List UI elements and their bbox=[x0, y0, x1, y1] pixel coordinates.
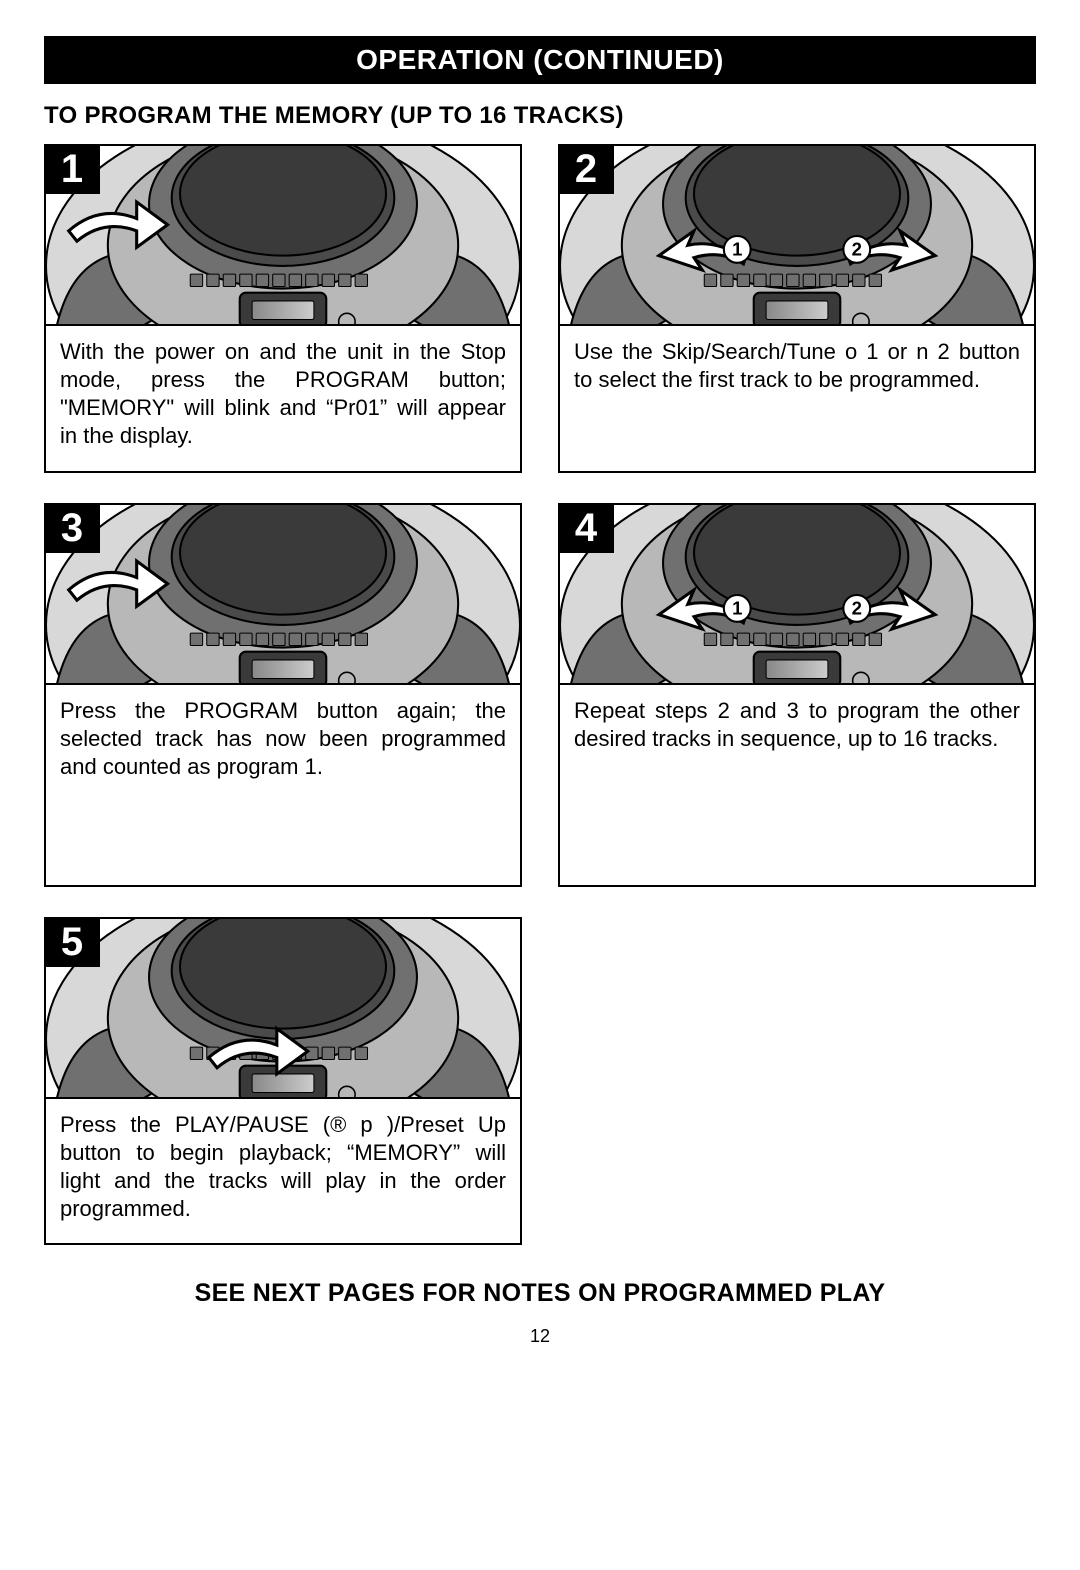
footer-note: SEE NEXT PAGES FOR NOTES ON PROGRAMMED P… bbox=[44, 1279, 1036, 1308]
step-illustration: 1 2 bbox=[560, 505, 1034, 685]
step-1: 1 bbox=[44, 144, 522, 473]
step-number-badge: 2 bbox=[558, 144, 614, 194]
step-illustration: 1 2 bbox=[560, 146, 1034, 326]
step-illustration bbox=[46, 505, 520, 685]
step-caption: With the power on and the unit in the St… bbox=[46, 326, 520, 471]
step-number-badge: 1 bbox=[44, 144, 100, 194]
svg-text:2: 2 bbox=[852, 239, 862, 260]
step-3: 3 bbox=[44, 503, 522, 887]
step-illustration bbox=[46, 146, 520, 326]
step-2: 2 bbox=[558, 144, 1036, 473]
step-caption: Press the PROGRAM button again; the sele… bbox=[46, 685, 520, 885]
svg-text:2: 2 bbox=[852, 597, 862, 618]
step-number-badge: 5 bbox=[44, 917, 100, 967]
step-4: 4 bbox=[558, 503, 1036, 887]
step-caption: Press the PLAY/PAUSE (® p )/Preset Up bu… bbox=[46, 1099, 520, 1244]
svg-text:1: 1 bbox=[732, 597, 742, 618]
page-header: OPERATION (CONTINUED) bbox=[44, 36, 1036, 84]
step-illustration bbox=[46, 919, 520, 1099]
section-title: TO PROGRAM THE MEMORY (UP TO 16 TRACKS) bbox=[44, 102, 1036, 130]
step-5: 5 bbox=[44, 917, 522, 1246]
step-caption: Use the Skip/Search/Tune o 1 or n 2 butt… bbox=[560, 326, 1034, 456]
steps-grid: 1 bbox=[44, 144, 1036, 1245]
svg-text:1: 1 bbox=[732, 239, 742, 260]
step-caption: Repeat steps 2 and 3 to program the othe… bbox=[560, 685, 1034, 885]
step-number-badge: 3 bbox=[44, 503, 100, 553]
step-number-badge: 4 bbox=[558, 503, 614, 553]
page-number: 12 bbox=[44, 1326, 1036, 1347]
